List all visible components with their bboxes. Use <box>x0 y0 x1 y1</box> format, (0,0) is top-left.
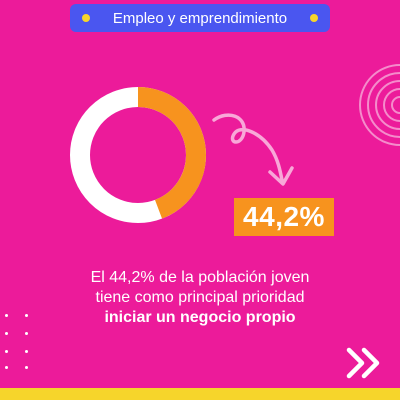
percent-value: 44,2% <box>243 201 325 232</box>
statement-text: El 44,2% de la población joven tiene com… <box>40 268 360 328</box>
bottom-accent-bar <box>0 388 400 400</box>
tag-dot-left <box>82 14 90 22</box>
category-tag-label: Empleo y emprendimiento <box>112 9 288 27</box>
curly-arrow-icon <box>212 113 294 186</box>
statement-line-1: El 44,2% de la población joven <box>90 269 310 286</box>
statement-line-3: iniciar un negocio propio <box>104 309 296 326</box>
donut-value-arc <box>70 87 206 223</box>
concentric-rings-icon <box>359 64 400 146</box>
percent-highlight: 44,2% <box>234 198 334 236</box>
dot-grid-decoration <box>5 314 35 370</box>
donut-chart <box>70 87 206 223</box>
statement-line-2: tiene como principal prioridad <box>95 289 305 306</box>
category-tag: Empleo y emprendimiento <box>70 4 330 32</box>
tag-dot-right <box>310 14 318 22</box>
double-chevron-right-icon[interactable] <box>345 346 385 380</box>
